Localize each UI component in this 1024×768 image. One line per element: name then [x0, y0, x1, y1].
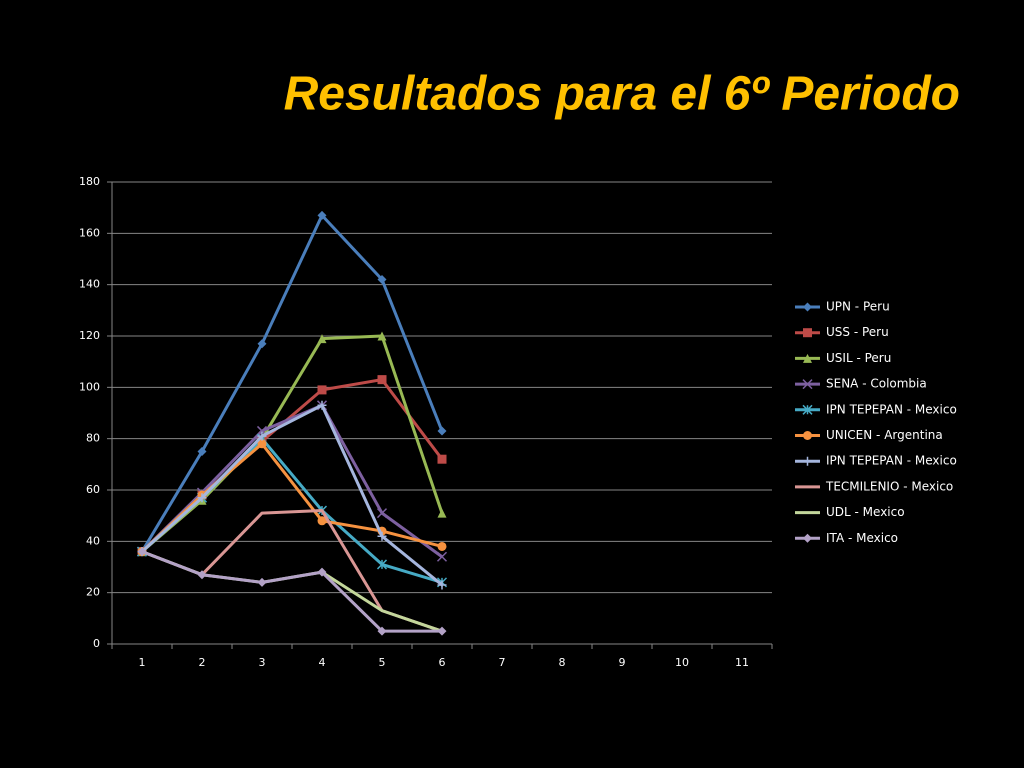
y-tick-label: 120: [79, 329, 100, 342]
x-tick-label: 2: [199, 656, 206, 669]
series-line: [141, 334, 444, 553]
legend-label: ITA - Mexico: [826, 531, 898, 545]
data-point: [377, 375, 387, 385]
data-point: [376, 508, 388, 519]
marker: [803, 302, 812, 312]
legend-label: TECMILENIO - Mexico: [825, 479, 953, 493]
x-tick-label: 9: [619, 656, 626, 669]
data-point: [317, 334, 327, 344]
series-line: [140, 403, 443, 558]
data-point: [376, 559, 388, 570]
data-point: [137, 547, 147, 557]
x-tick-label: 1: [139, 656, 146, 669]
data-point: [317, 400, 327, 410]
data-point: [437, 426, 447, 436]
x-tick-label: 10: [675, 656, 689, 669]
x-tick-label: 8: [559, 656, 566, 669]
series-line: [140, 213, 444, 553]
marker: [802, 404, 813, 415]
y-tick-label: 80: [86, 432, 100, 445]
marker: [803, 456, 812, 466]
legend-label: SENA - Colombia: [826, 377, 927, 391]
data-point: [437, 626, 447, 636]
marker: [802, 379, 813, 390]
legend-label: UDL - Mexico: [826, 505, 905, 519]
data-point: [257, 339, 267, 349]
marker: [803, 533, 812, 543]
marker: [803, 328, 812, 338]
legend-label: UNICEN - Argentina: [826, 428, 943, 442]
legend-label: UPN - Peru: [826, 300, 890, 314]
data-point: [437, 541, 447, 551]
legend-label: USIL - Peru: [826, 351, 891, 365]
data-point: [317, 210, 327, 220]
x-tick-label: 6: [439, 656, 446, 669]
x-tick-label: 5: [379, 656, 386, 669]
data-point: [257, 577, 267, 587]
data-point: [377, 275, 387, 285]
y-tick-label: 100: [79, 380, 100, 393]
data-point: [377, 626, 387, 636]
legend-label: IPN TEPEPAN - Mexico: [826, 402, 957, 416]
data-point: [257, 439, 267, 449]
x-tick-label: 3: [259, 656, 266, 669]
data-point: [317, 567, 327, 577]
marker: [803, 431, 812, 440]
data-point: [197, 570, 207, 580]
data-point: [377, 331, 387, 341]
data-point: [437, 454, 447, 464]
y-tick-label: 180: [79, 175, 100, 188]
y-tick-label: 160: [79, 226, 100, 239]
y-tick-label: 20: [86, 586, 100, 599]
data-point: [317, 516, 327, 526]
marker: [803, 353, 812, 363]
data-point: [197, 447, 207, 456]
data-point: [257, 431, 267, 441]
x-tick-label: 4: [319, 656, 326, 669]
y-tick-label: 40: [86, 534, 100, 547]
series-line: [140, 442, 443, 553]
y-tick-label: 60: [86, 483, 100, 496]
x-tick-label: 7: [499, 656, 506, 669]
data-point: [436, 551, 448, 562]
y-tick-label: 0: [93, 637, 100, 650]
legend-label: USS - Peru: [826, 325, 889, 339]
data-point: [437, 508, 447, 518]
series-line: [140, 403, 443, 587]
x-tick-label: 11: [735, 656, 749, 669]
legend-label: IPN TEPEPAN - Mexico: [826, 454, 957, 468]
y-tick-label: 140: [79, 278, 100, 291]
series-line: [141, 550, 442, 633]
data-point: [377, 531, 387, 541]
chart-title: Resultados para el 6º Periodo: [284, 68, 960, 121]
data-point: [317, 385, 327, 395]
data-point: [437, 580, 447, 590]
data-point: [197, 493, 207, 503]
